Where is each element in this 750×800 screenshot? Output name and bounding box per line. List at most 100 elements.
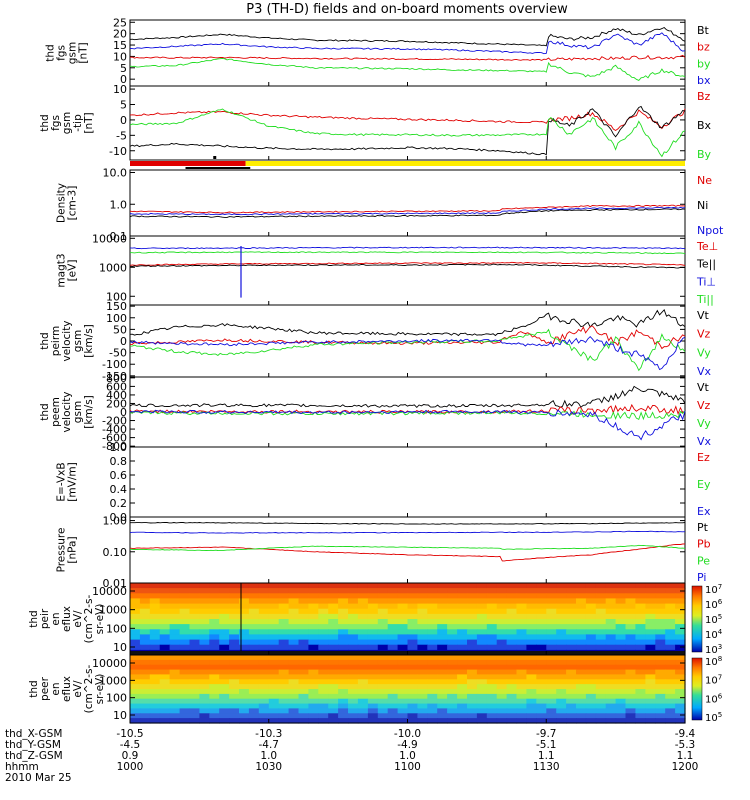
y-axis-label-line: thd <box>39 332 51 349</box>
y-tick-label: 100 <box>106 622 127 635</box>
spectrogram-cell <box>506 684 518 690</box>
spectrogram-cell <box>496 624 508 630</box>
spectrogram-cell <box>139 703 151 710</box>
spectrogram-cell <box>288 708 300 714</box>
spectrogram-cell <box>229 708 240 714</box>
spectrogram-cell <box>209 679 220 685</box>
spectrogram-cell <box>318 655 329 661</box>
spectrogram-cell <box>298 698 309 705</box>
y-tick-label: 50 <box>113 323 127 336</box>
spectrogram-cell <box>239 644 250 651</box>
spectrogram-cell <box>387 655 399 661</box>
spectrogram-cell <box>635 669 646 676</box>
spectrogram-cell <box>169 598 181 605</box>
spectrogram-cell <box>397 655 409 661</box>
spectrogram-cell <box>625 718 636 724</box>
spectrogram-cell <box>288 629 300 635</box>
spectrogram-cell <box>467 608 478 615</box>
spectrogram-cell <box>139 659 151 666</box>
y-axis-label-line: gsm <box>72 401 84 423</box>
spectrogram-cell <box>169 608 181 615</box>
spectrogram-cell <box>219 693 230 700</box>
spectrogram-cell <box>149 655 161 661</box>
spectrogram-cell <box>546 689 557 695</box>
y-tick-label: 1.0 <box>110 198 128 211</box>
spectrogram-cell <box>486 664 498 671</box>
spectrogram-cell <box>248 588 260 594</box>
spectrogram-cell <box>407 639 418 646</box>
spectrogram-cell <box>248 624 260 630</box>
spectrogram-cell <box>615 624 627 630</box>
spectrogram-cell <box>546 664 557 671</box>
spectrogram-cell <box>576 644 587 651</box>
spectrogram-cell <box>536 713 547 719</box>
spectrogram-cell <box>258 593 270 599</box>
spectrogram-cell <box>397 718 409 724</box>
spectrogram-cell <box>655 583 666 589</box>
spectrogram-cell <box>298 598 309 605</box>
spectrogram-cell <box>199 639 210 646</box>
y-tick-label: 1.0 <box>110 441 128 454</box>
spectrogram-cell <box>427 593 438 599</box>
x-row-value: -9.4 <box>675 728 696 740</box>
y-tick-label: 10 <box>113 641 127 654</box>
spectrogram-cell <box>506 698 518 705</box>
spectrogram-cell <box>357 588 369 594</box>
spectrogram-cell <box>130 674 141 680</box>
spectrogram-cell <box>447 679 458 685</box>
spectrogram-cell <box>427 703 438 710</box>
spectrogram-cell <box>457 583 468 589</box>
spectrogram-cell <box>675 634 686 641</box>
spectrogram-cell <box>605 588 617 594</box>
spectrogram-cell <box>169 613 181 620</box>
spectrogram-cell <box>367 664 379 671</box>
spectrogram-cell <box>159 693 171 700</box>
spectrogram-cell <box>585 624 597 630</box>
spectrogram-cell <box>457 598 468 605</box>
spectrogram-cell <box>308 655 319 661</box>
series-Ni <box>129 208 686 218</box>
spectrogram-cell <box>556 659 567 666</box>
spectrogram-cell <box>298 619 309 625</box>
spectrogram-cell <box>397 619 409 625</box>
spectrogram-cell <box>367 708 379 714</box>
spectrogram-cell <box>357 684 369 690</box>
spectrogram-cell <box>130 593 141 599</box>
spectrogram-cell <box>229 629 240 635</box>
spectrogram-cell <box>437 674 448 680</box>
spectrogram-cell <box>248 583 260 589</box>
spectrogram-cell <box>467 583 478 589</box>
spectrogram-cell <box>625 684 636 690</box>
spectrogram-cell <box>506 588 518 594</box>
spectrogram-cell <box>348 655 359 661</box>
spectrogram-cell <box>536 708 547 714</box>
spectrogram-cell <box>437 598 448 605</box>
spectrogram-cell <box>486 669 498 676</box>
spectrogram-cell <box>298 629 309 635</box>
spectrogram-cell <box>476 669 488 676</box>
spectrogram-cell <box>457 718 468 724</box>
spectrogram-cell <box>149 674 161 680</box>
spectrogram-cell <box>427 674 438 680</box>
spectrogram-cell <box>546 703 557 710</box>
spectrogram-cell <box>427 659 438 666</box>
spectrogram-cell <box>377 655 389 661</box>
spectrogram-cell <box>447 693 458 700</box>
spectrogram-cell <box>427 655 438 661</box>
spectrogram-cell <box>189 634 200 641</box>
spectrogram-cell <box>645 674 656 680</box>
spectrogram-cell <box>278 644 290 651</box>
spectrogram-cell <box>447 613 458 620</box>
spectrogram-cell <box>526 634 537 641</box>
spectrogram-cell <box>476 613 488 620</box>
spectrogram-cell <box>248 659 260 666</box>
series-Vy <box>129 328 686 372</box>
spectrogram-cell <box>635 619 646 625</box>
spectrogram-cell <box>546 693 557 700</box>
spectrogram-cell <box>357 669 369 676</box>
spectrogram-cell <box>239 708 250 714</box>
spectrogram-cell <box>328 593 339 599</box>
spectrogram-cell <box>348 674 359 680</box>
spectrogram-cell <box>407 664 418 671</box>
spectrogram-cell <box>130 713 141 719</box>
